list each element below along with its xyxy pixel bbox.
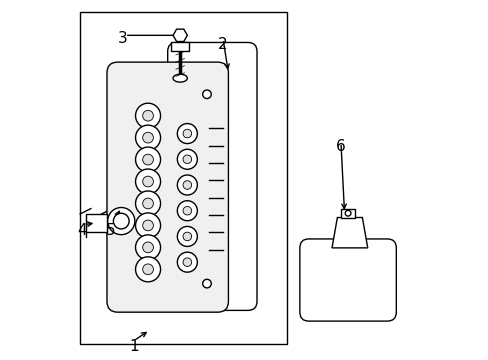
Text: 4: 4 [77, 222, 86, 238]
Circle shape [142, 132, 153, 143]
Bar [171, 42, 189, 51]
Circle shape [142, 111, 153, 121]
Circle shape [142, 176, 153, 187]
Circle shape [177, 226, 197, 247]
Text: 2: 2 [218, 37, 227, 52]
Circle shape [142, 242, 153, 253]
Circle shape [203, 90, 211, 99]
Circle shape [135, 213, 160, 238]
Circle shape [183, 258, 191, 266]
Circle shape [135, 169, 160, 194]
Circle shape [177, 123, 197, 144]
Circle shape [135, 235, 160, 260]
Circle shape [113, 213, 129, 229]
FancyBboxPatch shape [167, 42, 257, 310]
Circle shape [142, 220, 153, 231]
Circle shape [203, 279, 211, 288]
Circle shape [183, 155, 191, 163]
Circle shape [142, 264, 153, 275]
Circle shape [135, 103, 160, 128]
FancyBboxPatch shape [107, 62, 228, 312]
Circle shape [177, 149, 197, 169]
Circle shape [183, 232, 191, 241]
Bar [340, 208, 354, 217]
Circle shape [107, 207, 135, 235]
Bar [85, 214, 107, 232]
Circle shape [135, 191, 160, 216]
Bar [80, 12, 287, 344]
Circle shape [177, 252, 197, 272]
Circle shape [345, 210, 350, 216]
FancyBboxPatch shape [299, 239, 395, 321]
Text: 5: 5 [105, 222, 115, 238]
Circle shape [177, 175, 197, 195]
Circle shape [135, 147, 160, 172]
Circle shape [183, 206, 191, 215]
Circle shape [142, 154, 153, 165]
Text: 6: 6 [335, 139, 345, 154]
Circle shape [135, 257, 160, 282]
Text: 1: 1 [129, 339, 138, 354]
Polygon shape [173, 29, 187, 41]
Polygon shape [331, 217, 367, 248]
Circle shape [135, 125, 160, 150]
Circle shape [142, 198, 153, 209]
Ellipse shape [173, 74, 187, 82]
Circle shape [177, 201, 197, 221]
Circle shape [183, 129, 191, 138]
Text: 3: 3 [118, 31, 128, 46]
Circle shape [183, 181, 191, 189]
